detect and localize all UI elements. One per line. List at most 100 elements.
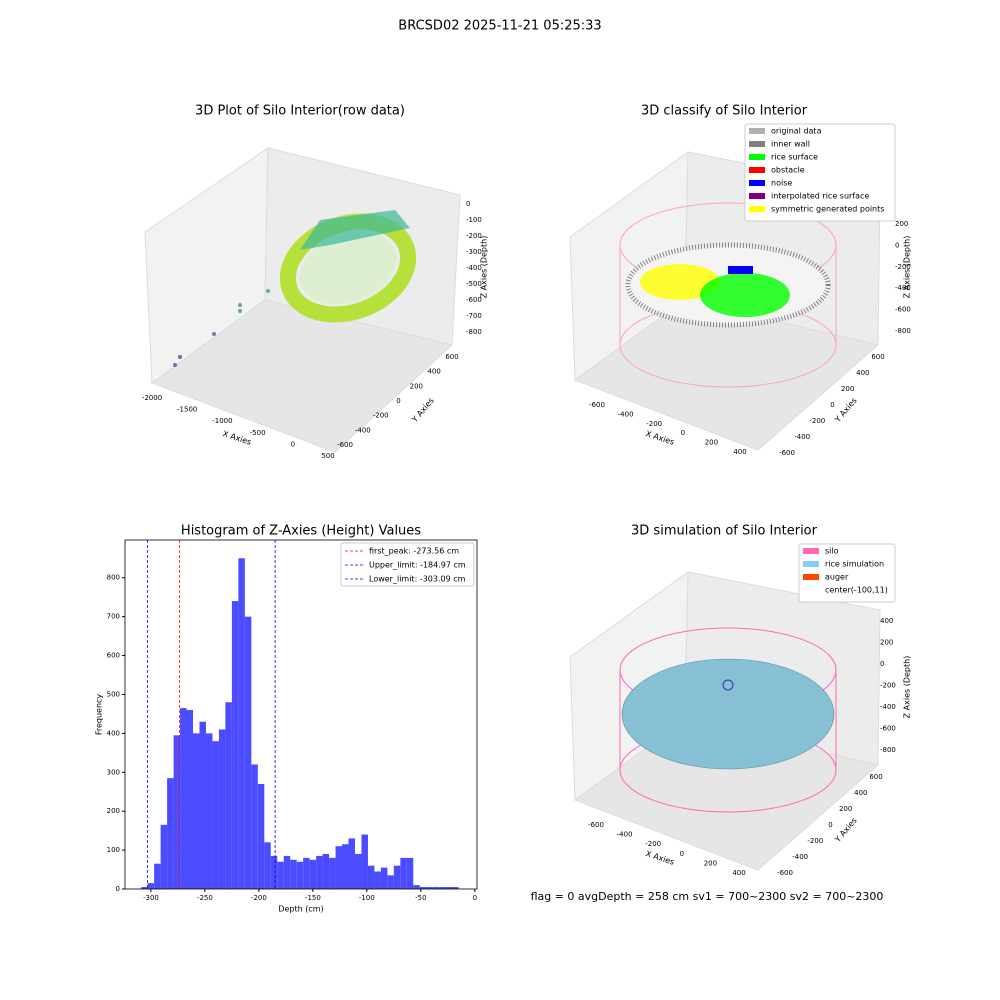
x-tick-label: -600 — [588, 821, 604, 829]
z-tick-label: 0 — [466, 200, 470, 208]
y-tick-label: 300 — [107, 768, 120, 776]
bar — [199, 721, 206, 889]
legend-label: symmetric generated points — [771, 205, 884, 214]
bar — [387, 875, 394, 889]
legend-label: noise — [771, 179, 792, 188]
y-tick-label: 600 — [869, 773, 882, 781]
y-tick-label: 600 — [871, 353, 884, 361]
pane-floor — [150, 299, 454, 453]
bar — [426, 887, 433, 889]
bar — [296, 861, 304, 889]
y-tick-label: 200 — [839, 805, 852, 813]
z-tick-label: -400 — [880, 703, 896, 711]
x-axis-label: X Axies — [645, 849, 676, 867]
bar — [354, 853, 362, 889]
bar — [361, 834, 368, 889]
legend-swatch — [749, 193, 765, 199]
y-tick-label: -600 — [337, 441, 353, 449]
legend-label: Lower_limit: -303.09 cm — [369, 575, 466, 584]
z-tick-label: -200 — [880, 682, 896, 690]
legend-label: original data — [771, 127, 822, 136]
legend-swatch — [803, 548, 819, 554]
silo-simulation — [619, 627, 837, 813]
bar — [160, 824, 168, 889]
x-tick-label: 200 — [705, 439, 718, 447]
bar — [452, 887, 459, 889]
legend-swatch — [749, 128, 765, 134]
bar — [270, 855, 278, 889]
y-tick-label: 600 — [107, 652, 120, 660]
bar — [257, 783, 265, 889]
title: Histogram of Z-Axies (Height) Values — [181, 524, 421, 539]
y-tick-label: -200 — [807, 837, 823, 845]
bar — [400, 857, 407, 889]
bar — [413, 885, 420, 889]
bar — [374, 871, 381, 889]
y-tick-label: 600 — [445, 353, 458, 361]
bar — [380, 867, 388, 889]
bar — [251, 764, 258, 889]
x-tick-label: -1500 — [177, 406, 197, 414]
z-axis-label: Z Axies (Depth) — [903, 656, 912, 719]
bar — [218, 729, 226, 889]
bar — [147, 883, 155, 889]
bar — [419, 887, 427, 889]
x-tick-label: -300 — [143, 894, 159, 902]
legend-label: obstacle — [771, 166, 805, 175]
z-tick-label: -600 — [895, 306, 911, 314]
legend-label: Upper_limit: -184.97 cm — [369, 561, 466, 570]
y-axis-label: Y Axies — [410, 396, 436, 425]
z-tick-label: 400 — [880, 617, 893, 625]
y-tick-label: -200 — [373, 412, 389, 420]
axes-frame — [124, 539, 478, 890]
legend-label: rice surface — [771, 153, 818, 162]
x-tick-label: -100 — [359, 894, 375, 902]
legend-box — [744, 123, 896, 222]
bar — [432, 887, 440, 889]
x-tick-label: 200 — [704, 859, 717, 867]
y-tick-label: 400 — [854, 789, 867, 797]
x-tick-label: -200 — [251, 894, 267, 902]
bar — [154, 863, 161, 889]
legend-label: first_peak: -273.56 cm — [369, 547, 459, 556]
classified-points — [619, 202, 837, 388]
y-tick-label: 200 — [841, 385, 854, 393]
y-tick-label: 100 — [107, 846, 120, 854]
z-tick-label: -800 — [895, 327, 911, 335]
x-tick-label: 400 — [733, 448, 746, 456]
suptitle: BRCSD02 2025-11-21 05:25:33 — [398, 19, 601, 34]
y-tick-label: 400 — [856, 369, 869, 377]
z-axis-label: Z Axies (Depth) — [480, 236, 489, 299]
bar — [212, 741, 219, 889]
bar — [322, 853, 330, 889]
z-tick-label: -200 — [466, 232, 482, 240]
y-tick-label: 400 — [427, 368, 440, 376]
x-tick-label: -250 — [197, 894, 213, 902]
x-tick-label: -50 — [415, 894, 426, 902]
point-cloud-raw — [173, 210, 417, 367]
x-tick-label: -400 — [617, 831, 633, 839]
y-tick-label: 800 — [107, 574, 120, 582]
bar — [348, 838, 355, 889]
z-tick-label: 200 — [880, 639, 893, 647]
bar — [180, 708, 187, 889]
z-tick-label: -600 — [880, 725, 896, 733]
legend-box — [340, 542, 475, 587]
x-tick-label: -1000 — [212, 417, 232, 425]
x-tick-label: -150 — [305, 894, 321, 902]
legend-swatch — [803, 574, 819, 580]
y-tick-label: 0 — [830, 401, 834, 409]
z-axis-label: Z Axies (Depth) — [903, 236, 912, 299]
bar — [277, 861, 284, 889]
bar — [335, 846, 343, 889]
z-tick-label: -500 — [466, 280, 482, 288]
z-tick-label: -700 — [466, 312, 482, 320]
bar — [309, 859, 317, 889]
x-axis-label: X Axies — [222, 429, 253, 447]
legend-box — [798, 543, 896, 603]
x-tick-label: 500 — [321, 452, 334, 460]
x-axis-label: Depth (cm) — [278, 905, 323, 914]
legend-swatch — [803, 561, 819, 567]
y-tick-label: 200 — [107, 807, 120, 815]
